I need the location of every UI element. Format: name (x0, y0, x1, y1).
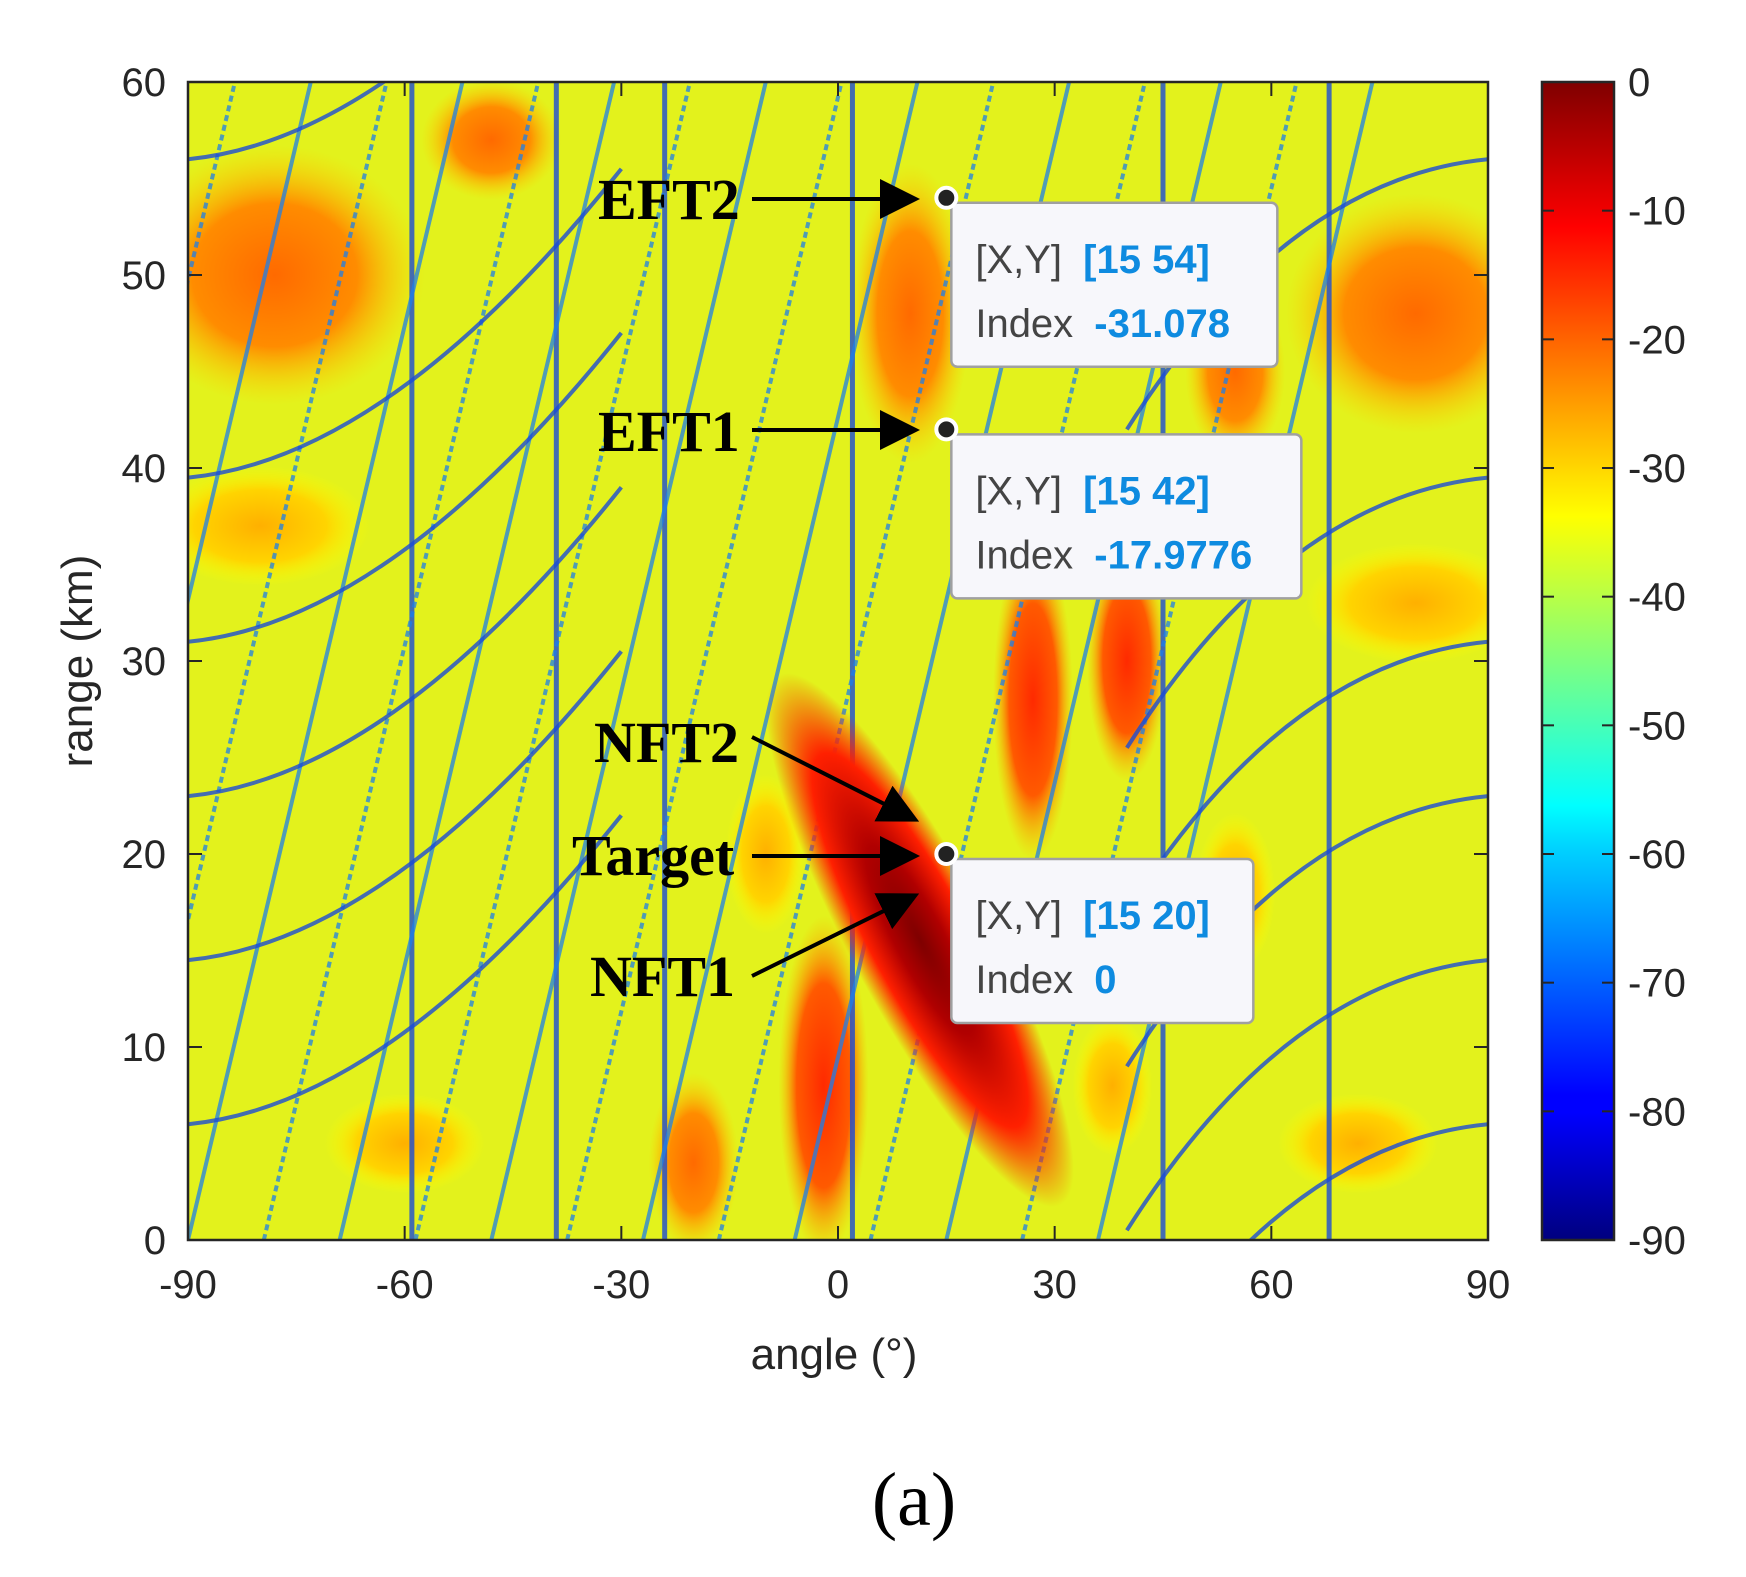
datatip-xy-value: [15 20] (1083, 894, 1210, 938)
heatmap-image (188, 82, 1488, 1240)
datatip-xy-row: [X,Y] [15 42] (975, 469, 1210, 513)
y-axis: 0 10 20 30 40 50 60 (122, 61, 1488, 1263)
annotation-arrow (751, 893, 920, 978)
y-tick-label: 10 (122, 1026, 167, 1070)
datatip-marker[interactable] (934, 185, 959, 210)
heatmap-null-line (641, 82, 920, 1240)
heatmap-lobe (188, 465, 371, 586)
colorbar-tick-label: -50 (1628, 704, 1686, 748)
colorbar-tick-label: -10 (1628, 190, 1686, 234)
datatip-xy-value: [15 54] (1083, 238, 1210, 282)
datatip-xy-label: [X,Y] (975, 238, 1073, 282)
datatip-index-row: Index 0 (975, 958, 1116, 1002)
heatmap-null-curve (188, 486, 623, 799)
annotation-label-target: Target (572, 823, 735, 888)
heatmap-null-line (1096, 82, 1375, 1240)
colorbar-ticks: 0 -10 -20 -30 -40 -50 -60 -70 -80 -90 (1542, 61, 1686, 1263)
x-axis: -90 -60 -30 0 30 60 90 (159, 82, 1510, 1307)
x-tick-label: 60 (1249, 1263, 1294, 1307)
heatmap-null-curve (188, 331, 623, 644)
x-tick-label: 0 (827, 1263, 849, 1307)
datatip-index-value: -17.9776 (1094, 533, 1252, 577)
colorbar-tick-label: -30 (1628, 447, 1686, 491)
datatip-xy-row: [X,Y] [15 20] (975, 894, 1210, 938)
y-tick-label: 50 (122, 254, 167, 298)
heatmap-lobe (421, 82, 562, 200)
datatip-box (950, 201, 1279, 369)
heatmap-null-line (188, 82, 465, 1240)
datatip-marker[interactable] (934, 842, 959, 866)
datatip-box (950, 857, 1255, 1025)
datatip-xy-row: [X,Y] [15 54] (975, 238, 1210, 282)
heatmap-null-curve (1247, 1122, 1488, 1240)
datatip-index-label: Index (975, 958, 1084, 1002)
annotation-label-eft2: EFT2 (598, 167, 740, 232)
annotation-arrow (751, 735, 920, 822)
x-tick-label: -90 (159, 1263, 217, 1307)
x-tick-label: -30 (592, 1263, 650, 1307)
datatip-index-value: 0 (1094, 958, 1116, 1002)
datatip-index-label: Index (975, 302, 1084, 346)
heatmap-lobe (1278, 1093, 1438, 1194)
main-lobe-core (766, 673, 1074, 1207)
panel-label: (a) (872, 1458, 956, 1542)
colorbar-tick-label: -80 (1628, 1090, 1686, 1134)
datatip-xy-value: [15 42] (1083, 469, 1210, 513)
heatmap-lobe (188, 145, 425, 405)
annotations: EFT2 EFT1 NFT2 Target NFT1 (572, 167, 920, 1009)
y-tick-label: 20 (122, 833, 167, 877)
colorbar-tick-label: -90 (1628, 1219, 1686, 1263)
datatip-box (950, 433, 1303, 600)
y-tick-label: 40 (122, 447, 167, 491)
heatmap-null-curve (188, 650, 623, 963)
heatmap-null-line (716, 82, 996, 1240)
heatmap-lobe (1305, 543, 1488, 664)
heatmap-lobe (324, 1093, 485, 1194)
heatmap-lobe (778, 915, 869, 1240)
datatips: [X,Y] [15 54] Index -31.078 [X,Y] [15 42] I… (934, 185, 1303, 1025)
colorbar-tick-label: -70 (1628, 962, 1686, 1006)
heatmap-null-curve (1125, 639, 1488, 913)
y-tick-label: 0 (144, 1219, 166, 1263)
heatmap-null-line (489, 82, 768, 1240)
heatmap-lobe (1072, 1015, 1153, 1156)
colorbar-tick-label: 0 (1628, 61, 1650, 105)
heatmap-lobe (1285, 193, 1488, 434)
annotation-label-nft1: NFT1 (590, 944, 735, 1009)
y-tick-label: 60 (122, 61, 167, 105)
datatip-index-row: Index -31.078 (975, 302, 1230, 346)
datatip-xy-label: [X,Y] (975, 894, 1073, 938)
datatip-index-value: -31.078 (1094, 302, 1230, 346)
heatmap-null-curve (188, 82, 387, 162)
heatmap-null-line (261, 82, 541, 1240)
datatip-index-label: Index (975, 533, 1084, 577)
annotation-label-nft2: NFT2 (594, 710, 739, 775)
heatmap-null-line (188, 82, 313, 609)
y-axis-label: range (km) (53, 555, 102, 768)
annotation-label-eft1: EFT1 (598, 399, 740, 464)
colorbar-tick-label: -60 (1628, 833, 1686, 877)
heatmap-null-line (565, 82, 844, 1240)
heatmap-null-curve (188, 814, 623, 1127)
x-tick-label: 30 (1032, 1263, 1077, 1307)
x-axis-label: angle (°) (751, 1330, 918, 1379)
colorbar-tick-label: -40 (1628, 576, 1686, 620)
heatmap-null-curve (188, 167, 623, 480)
datatip-index-row: Index -17.9776 (975, 533, 1252, 577)
colorbar-tick-label: -20 (1628, 318, 1686, 362)
datatip-marker[interactable] (934, 417, 959, 442)
x-tick-label: -60 (376, 1263, 434, 1307)
datatip-xy-label: [X,Y] (975, 469, 1073, 513)
colorbar (1540, 80, 1616, 1242)
heatmap-null-curve (1125, 958, 1488, 1232)
heatmap-null-line (413, 82, 692, 1240)
y-tick-label: 30 (122, 640, 167, 684)
heatmap-null-line (188, 82, 389, 929)
heatmap-lobe (993, 539, 1073, 860)
x-tick-label: 90 (1466, 1263, 1511, 1307)
